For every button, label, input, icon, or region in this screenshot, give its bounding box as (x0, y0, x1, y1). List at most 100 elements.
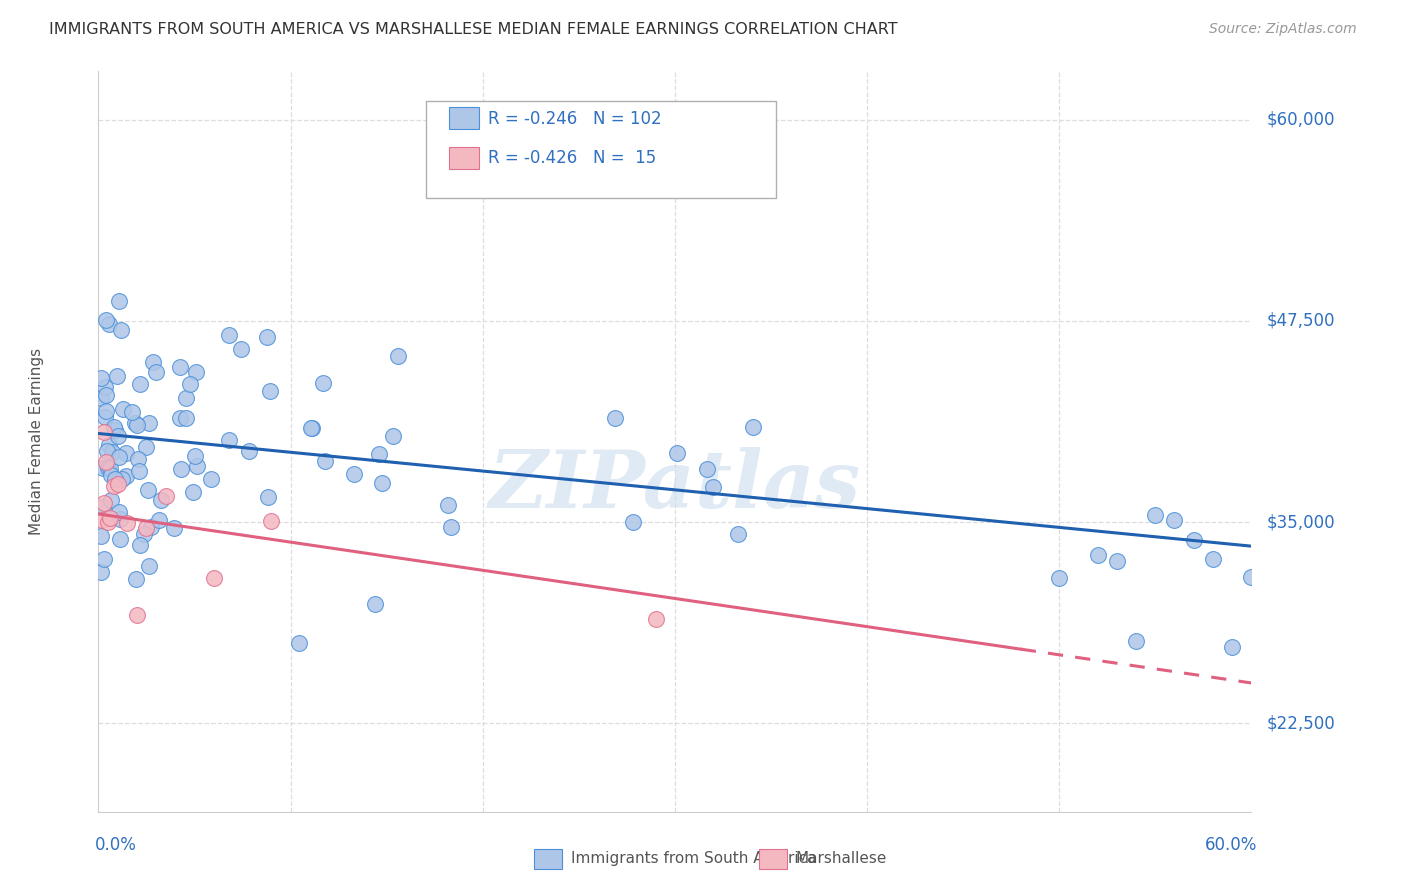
Point (437, 498, 460, 512)
Point (238, 443, 260, 458)
Text: 60.0%: 60.0% (1205, 836, 1257, 854)
Point (184, 450, 207, 464)
Point (259, 384, 281, 398)
Point (127, 417, 149, 432)
Point (115, 445, 138, 459)
Text: Source: ZipAtlas.com: Source: ZipAtlas.com (1209, 22, 1357, 37)
Point (186, 365, 208, 379)
Point (169, 411, 191, 425)
Point (93, 425, 115, 439)
Point (94, 454, 117, 468)
Point (605, 410, 627, 425)
Point (666, 446, 689, 460)
Point (91, 513, 114, 527)
Point (112, 401, 135, 416)
Text: IMMIGRANTS FROM SOUTH AMERICA VS MARSHALLESE MEDIAN FEMALE EARNINGS CORRELATION : IMMIGRANTS FROM SOUTH AMERICA VS MARSHAL… (49, 22, 898, 37)
Point (136, 483, 159, 498)
Point (1144, 508, 1167, 523)
Point (129, 377, 152, 392)
Point (186, 458, 208, 473)
Point (371, 475, 394, 490)
Point (1047, 571, 1070, 585)
Point (138, 559, 160, 574)
Point (110, 322, 132, 336)
Point (98, 437, 121, 451)
Point (145, 365, 167, 379)
Point (93, 496, 115, 510)
Point (1182, 533, 1205, 548)
Point (96, 444, 118, 458)
Point (343, 467, 366, 482)
Point (100, 444, 122, 458)
Point (1105, 554, 1128, 568)
Point (108, 512, 131, 526)
Point (108, 450, 131, 464)
Text: $22,500: $22,500 (1267, 714, 1336, 732)
Point (314, 454, 336, 468)
Point (174, 391, 197, 405)
Point (155, 489, 177, 503)
Point (1125, 633, 1147, 648)
Point (135, 440, 157, 454)
Point (97, 461, 120, 475)
Point (311, 376, 333, 390)
Text: ZIPatlas: ZIPatlas (489, 447, 860, 524)
Text: $47,500: $47,500 (1267, 312, 1336, 330)
Point (107, 476, 129, 491)
Text: Immigrants from South America: Immigrants from South America (571, 852, 817, 866)
Point (696, 462, 718, 476)
Point (218, 433, 240, 447)
Point (142, 355, 165, 369)
Point (174, 411, 197, 425)
Point (97, 317, 120, 331)
Point (132, 527, 155, 541)
Text: $35,000: $35,000 (1267, 513, 1336, 531)
Point (115, 468, 138, 483)
Point (121, 405, 143, 419)
Point (200, 472, 222, 486)
Point (702, 479, 724, 493)
Point (107, 368, 129, 383)
Point (135, 521, 157, 535)
Point (218, 327, 240, 342)
Point (104, 472, 127, 486)
Point (644, 611, 666, 625)
Point (127, 452, 149, 467)
Text: Marshallese: Marshallese (796, 852, 887, 866)
Text: 0.0%: 0.0% (94, 836, 136, 854)
Point (90, 566, 112, 580)
Point (150, 493, 173, 508)
Point (103, 420, 125, 434)
Point (257, 490, 280, 504)
Point (98, 461, 121, 475)
Text: R = -0.246   N = 102: R = -0.246 N = 102 (488, 110, 661, 128)
Point (299, 421, 322, 435)
Point (260, 514, 283, 528)
Point (104, 423, 127, 437)
Point (440, 519, 463, 533)
Point (256, 329, 278, 343)
Point (90, 371, 112, 385)
Point (117, 516, 139, 530)
Point (125, 607, 148, 622)
Point (90, 391, 112, 405)
Point (1087, 548, 1109, 562)
Point (108, 505, 131, 519)
Point (742, 420, 765, 434)
Point (111, 472, 134, 486)
Point (97, 515, 120, 529)
Point (141, 520, 163, 534)
Text: R = -0.426   N =  15: R = -0.426 N = 15 (488, 149, 657, 167)
Point (107, 429, 129, 443)
Point (124, 416, 146, 430)
Point (169, 462, 191, 476)
Point (93, 552, 115, 566)
Text: $60,000: $60,000 (1267, 111, 1336, 128)
Point (1202, 552, 1225, 566)
Point (128, 464, 150, 478)
Point (381, 429, 404, 443)
Point (202, 571, 225, 585)
Point (110, 532, 132, 546)
Point (94, 404, 117, 418)
Point (1240, 569, 1263, 583)
